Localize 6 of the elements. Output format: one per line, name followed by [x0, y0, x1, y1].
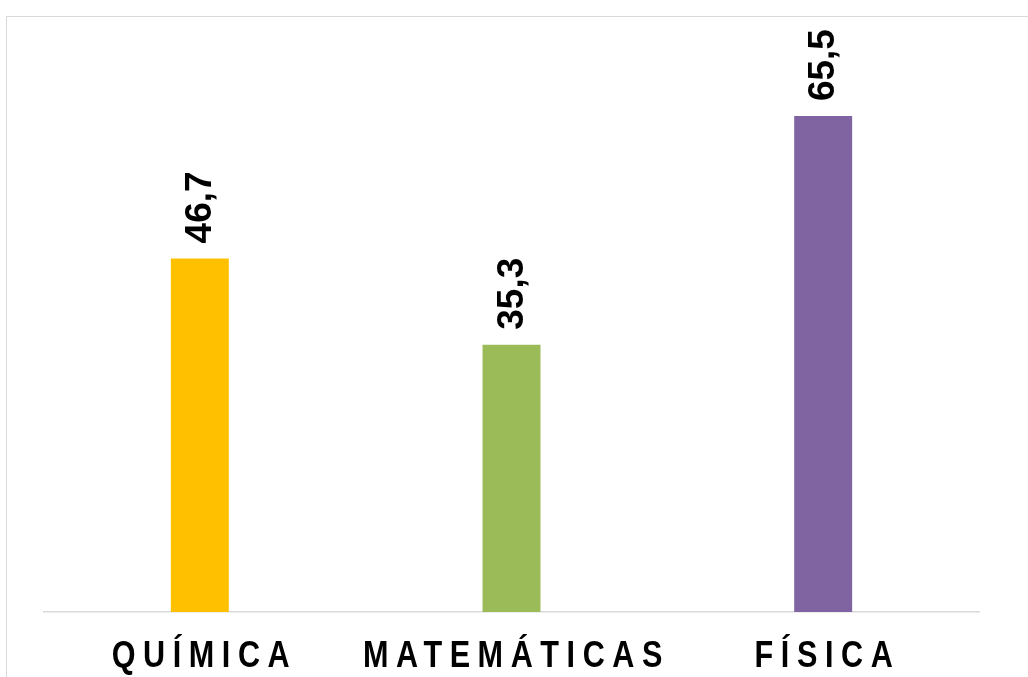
data-label: 35,3 [489, 257, 531, 330]
x-tick-label: FÍSICA [754, 634, 901, 675]
data-label: 65,5 [801, 29, 843, 102]
x-tick-label: QUÍMICA [111, 634, 298, 675]
data-label: 46,7 [178, 171, 220, 244]
x-tick-label: MATEMÁTICAS [362, 634, 670, 675]
